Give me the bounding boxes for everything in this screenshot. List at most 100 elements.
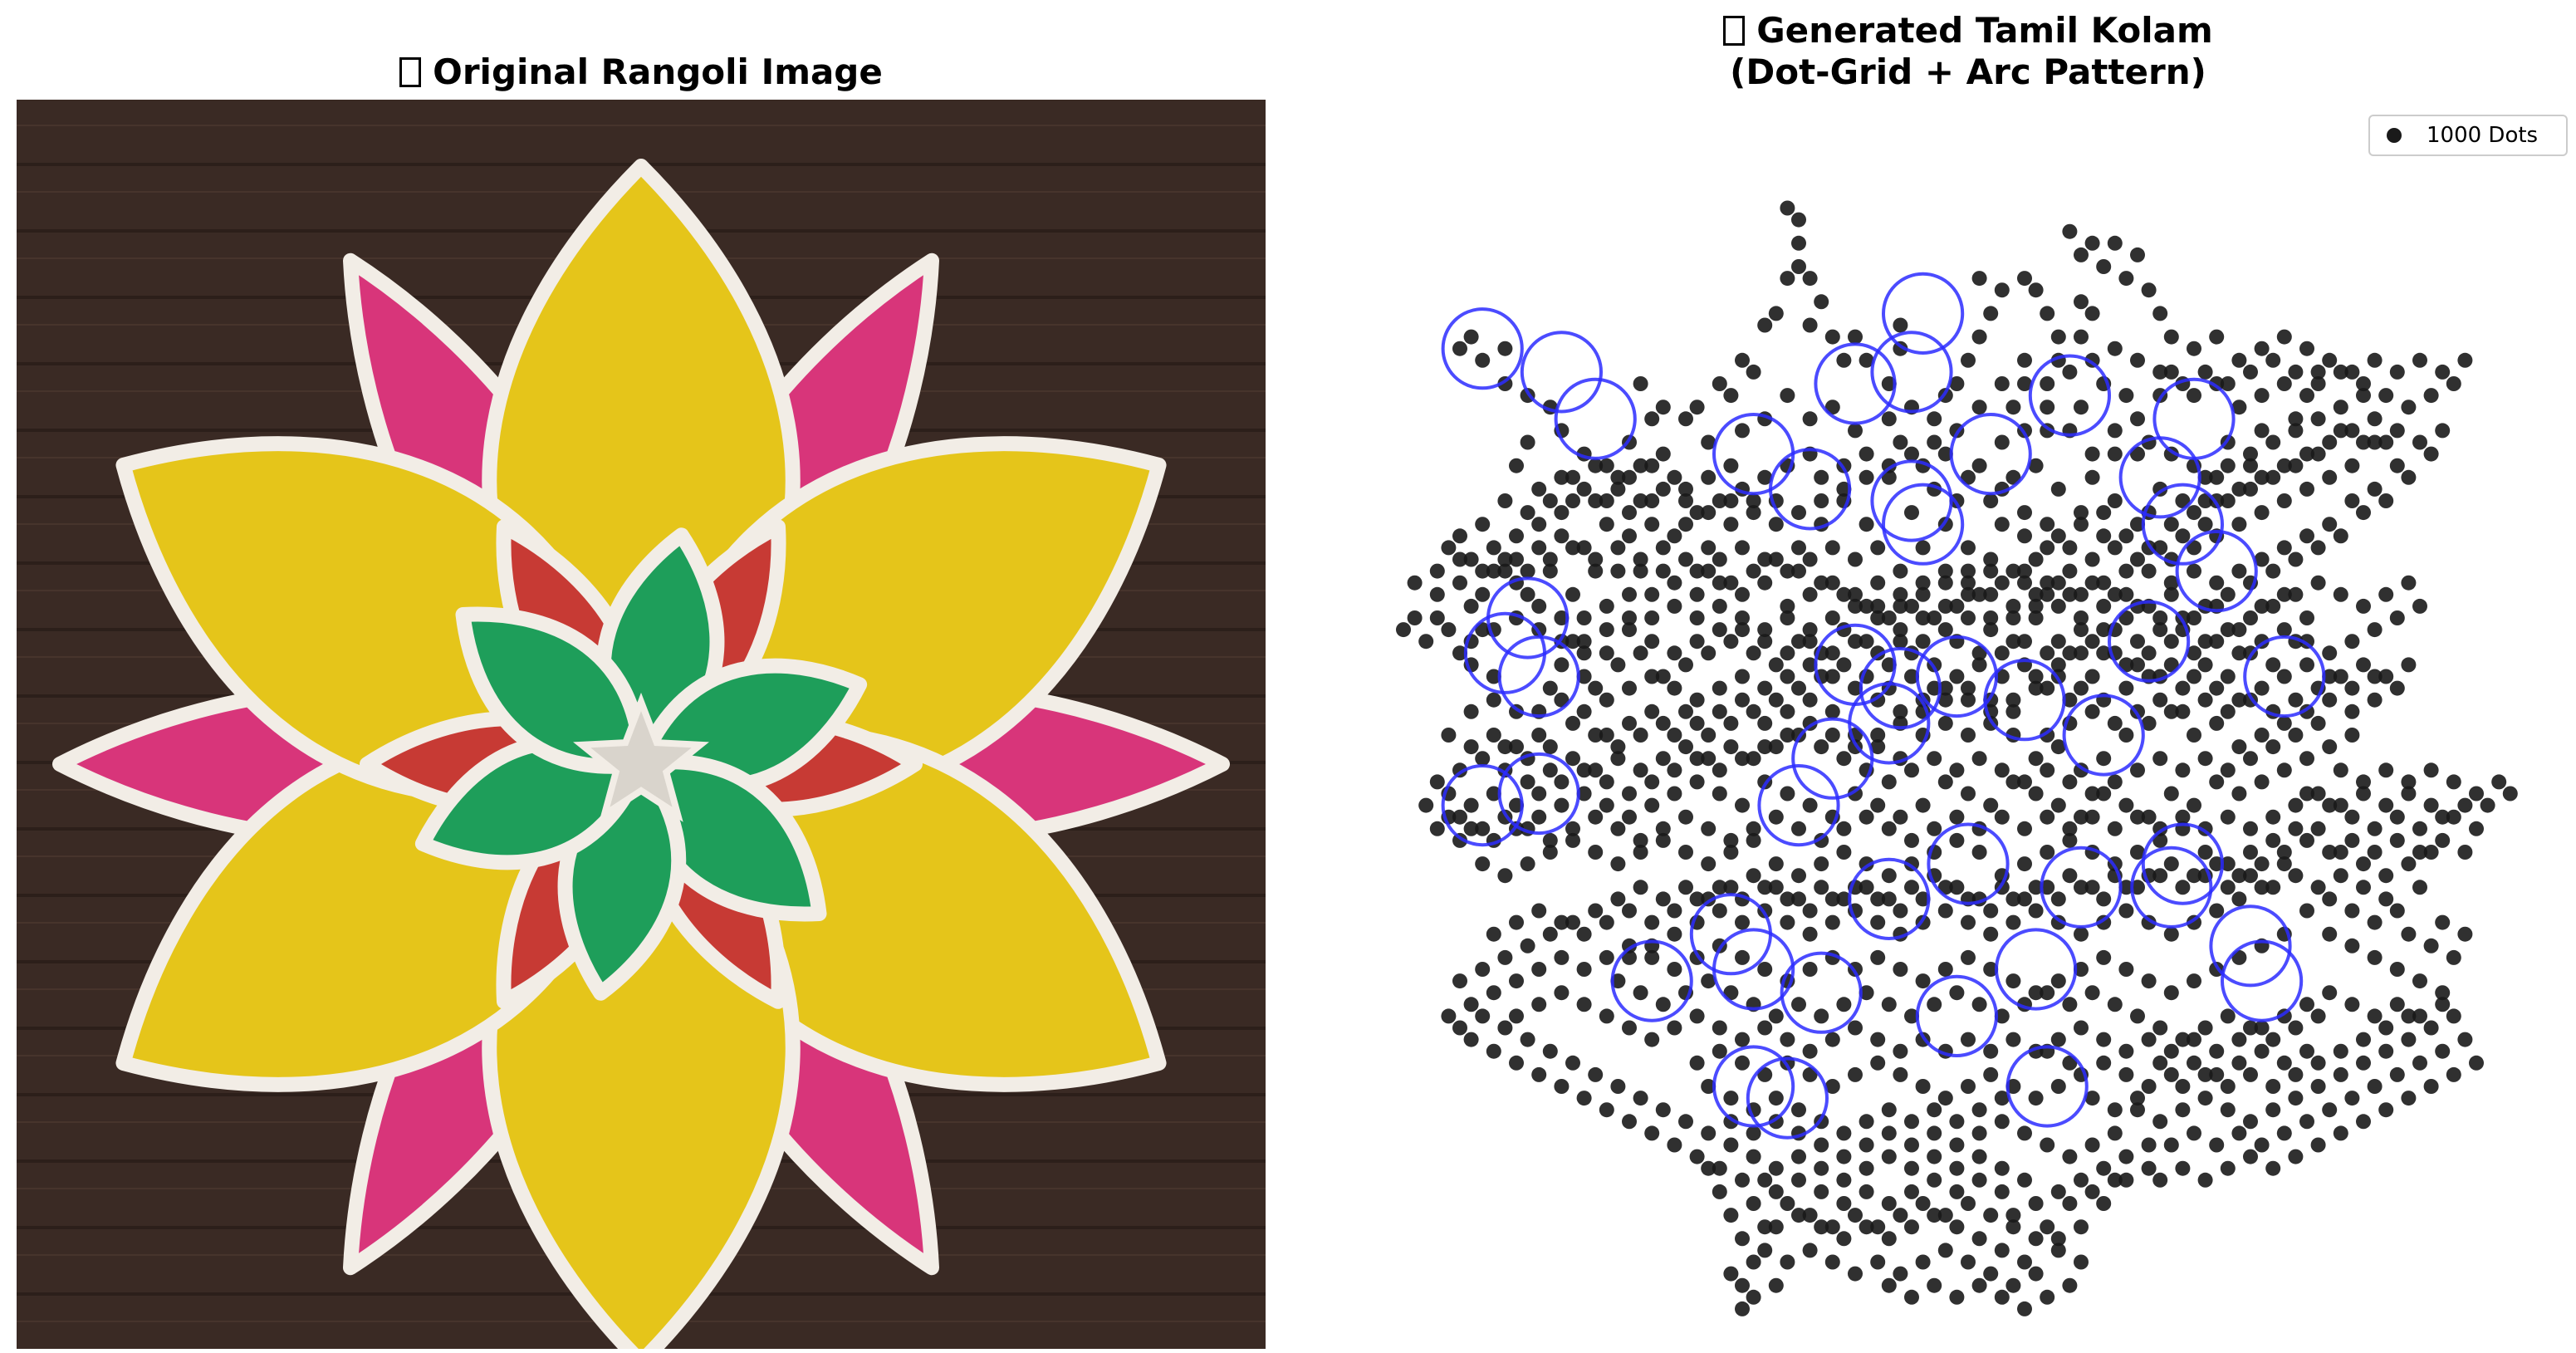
kolam-dot (1655, 540, 1671, 556)
kolam-dot (1452, 1020, 1467, 1036)
kolam-dot (1881, 868, 1897, 884)
kolam-dot (1971, 1231, 1987, 1247)
kolam-dot (1576, 926, 1592, 942)
kolam-dot (1712, 575, 1727, 591)
kolam-dot (1667, 528, 1682, 544)
kolam-dot (2062, 821, 2078, 836)
kolam-dot (1746, 1149, 1761, 1164)
kolam-dot (1463, 821, 1479, 836)
kolam-dot (2288, 364, 2304, 380)
kolam-dot (1814, 1137, 1829, 1153)
kolam-dot (2367, 692, 2383, 708)
kolam-dot (2197, 1066, 2213, 1082)
kolam-dot (1757, 622, 1773, 638)
kolam-dot (2130, 1102, 2145, 1118)
kolam-dot (2209, 329, 2225, 345)
kolam-dot (2005, 1277, 2021, 1293)
kolam-dot (1622, 903, 1637, 919)
kolam-dot (2378, 1102, 2394, 1118)
kolam-dot (1542, 680, 1558, 696)
kolam-dot (1937, 1208, 1953, 1223)
kolam-dot (1689, 715, 1705, 731)
kolam-dot (1780, 388, 1795, 404)
kolam-dot (2040, 517, 2055, 532)
kolam-dot (2175, 493, 2191, 508)
kolam-dot (2175, 1102, 2191, 1118)
kolam-dot (2333, 797, 2348, 813)
kolam-dot (2074, 680, 2089, 696)
kolam-dot (1893, 634, 1908, 650)
kolam-dot (2299, 1114, 2314, 1130)
kolam-dot (1904, 832, 1919, 848)
kolam-dot (2423, 1020, 2439, 1036)
kolam-dot (1791, 891, 1806, 907)
kolam-dot (1994, 669, 2010, 684)
kolam-dot (1712, 598, 1727, 614)
kolam-dot (2096, 528, 2112, 544)
kolam-dot (2265, 434, 2281, 450)
kolam-dot (1622, 469, 1637, 485)
kolam-dot (1622, 809, 1637, 825)
kolam-dot (2276, 669, 2292, 684)
kolam-dot (2163, 1043, 2179, 1059)
kolam-dot (1429, 586, 1445, 602)
kolam-dot (2389, 809, 2405, 825)
kolam-dot (1904, 598, 1919, 614)
kolam-dot (1701, 728, 1717, 743)
kolam-dot (1893, 1066, 1908, 1082)
kolam-dot (1723, 575, 1739, 591)
kolam-dot (2017, 271, 2032, 287)
kolam-dot (2412, 821, 2427, 836)
kolam-dot (2231, 481, 2247, 497)
kolam-dot (1768, 657, 1784, 673)
kolam-dot (1633, 832, 1648, 848)
kolam-dot (1802, 1066, 1818, 1082)
kolam-dot (1712, 903, 1727, 919)
kolam-dot (1644, 774, 1660, 790)
kolam-dot (2310, 446, 2326, 462)
kolam-dot (1791, 680, 1806, 696)
kolam-dot (1859, 880, 1874, 895)
kolam-dot (2084, 669, 2100, 684)
kolam-dot (2231, 645, 2247, 661)
kolam-dot (2084, 703, 2100, 719)
kolam-dot (1859, 809, 1874, 825)
kolam-dot (2050, 797, 2066, 813)
kolam-dot (1949, 376, 1965, 391)
kolam-dot (2310, 880, 2326, 895)
kolam-dot (2220, 586, 2236, 602)
kolam-dot (2389, 903, 2405, 919)
kolam-arc (1520, 331, 1603, 414)
kolam-dot (2152, 868, 2168, 884)
kolam-dot (1599, 797, 1614, 813)
kolam-dot (1994, 809, 2010, 825)
kolam-dot (1836, 845, 1852, 860)
kolam-dot (2310, 575, 2326, 591)
kolam-dot (2265, 352, 2281, 368)
kolam-dot (2231, 1055, 2247, 1071)
kolam-dot (1678, 739, 1693, 755)
kolam-dot (2197, 751, 2213, 767)
kolam-dot (1983, 1266, 1999, 1282)
kolam-dot (2356, 786, 2371, 802)
kolam-dot (1870, 1219, 1886, 1235)
kolam-dot (2152, 751, 2168, 767)
kolam-dot (1599, 914, 1614, 930)
kolam-dot (1735, 797, 1750, 813)
kolam-dot (2288, 821, 2304, 836)
center-star (573, 692, 709, 822)
kolam-dot (1824, 575, 1840, 591)
kolam-dot (1746, 563, 1761, 579)
kolam-dot (2187, 505, 2201, 521)
kolam-dot (2017, 1254, 2032, 1270)
kolam-dot (1429, 774, 1445, 790)
kolam-dot (2062, 1277, 2078, 1293)
kolam-dot (1859, 1184, 1874, 1199)
kolam-dot (1746, 1289, 1761, 1305)
kolam-dot (2074, 880, 2089, 895)
kolam-dot (1610, 540, 1626, 556)
kolam-dot (2322, 517, 2338, 532)
kolam-dot (1407, 575, 1423, 591)
kolam-dot (2197, 845, 2213, 860)
original-rangoli-image (17, 100, 1266, 1349)
